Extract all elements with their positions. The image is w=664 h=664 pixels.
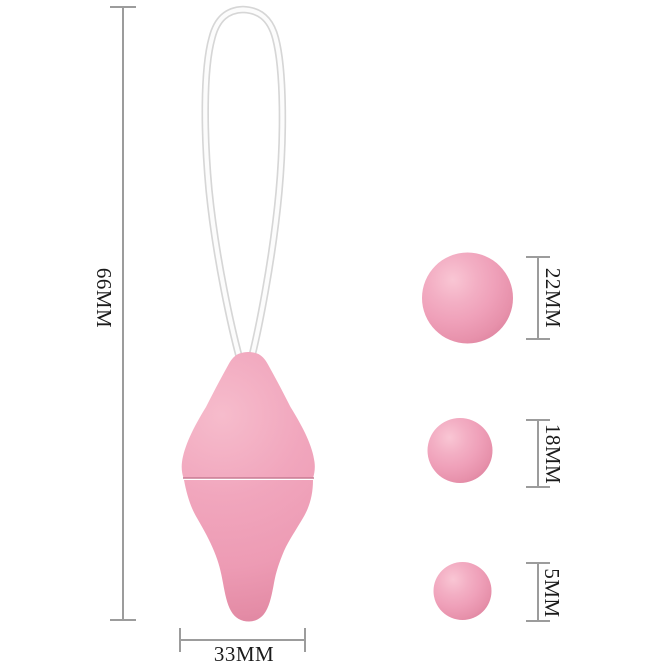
ball-18mm-dimension-cap-top (526, 419, 550, 421)
ball-5mm-dimension-cap-top (526, 562, 550, 564)
ball-5mm (433, 562, 492, 620)
ball-5mm-dimension-line (537, 563, 539, 622)
width-dimension-line (180, 639, 305, 641)
ball-5mm-dimension-cap-bottom (526, 620, 550, 622)
ball-22mm-dimension-cap-bottom (526, 338, 550, 340)
width-dimension-tick-left (179, 628, 181, 652)
egg-lower-half (184, 480, 313, 622)
cord-loop (201, 5, 287, 362)
egg-upper-half (181, 352, 315, 478)
width-dimension-tick-right (304, 628, 306, 652)
ball-22mm-dimension-line (537, 257, 539, 340)
ball-22mm-dimension-label: 22MM (541, 267, 565, 329)
height-dimension-cap-bottom (110, 619, 136, 621)
ball-5mm-dimension-label: 5MM (540, 568, 564, 618)
width-dimension-label: 33MM (213, 642, 275, 664)
ball-18mm-dimension-line (537, 420, 539, 488)
ball-22mm (422, 252, 513, 344)
height-dimension-label: 66MM (92, 267, 116, 329)
ball-18mm-dimension-label: 18MM (541, 423, 565, 485)
height-dimension-line (122, 6, 124, 621)
height-dimension-cap-top (110, 6, 136, 8)
ball-22mm-dimension-cap-top (526, 256, 550, 258)
ball-18mm-dimension-cap-bottom (526, 486, 550, 488)
ball-18mm (427, 418, 493, 483)
